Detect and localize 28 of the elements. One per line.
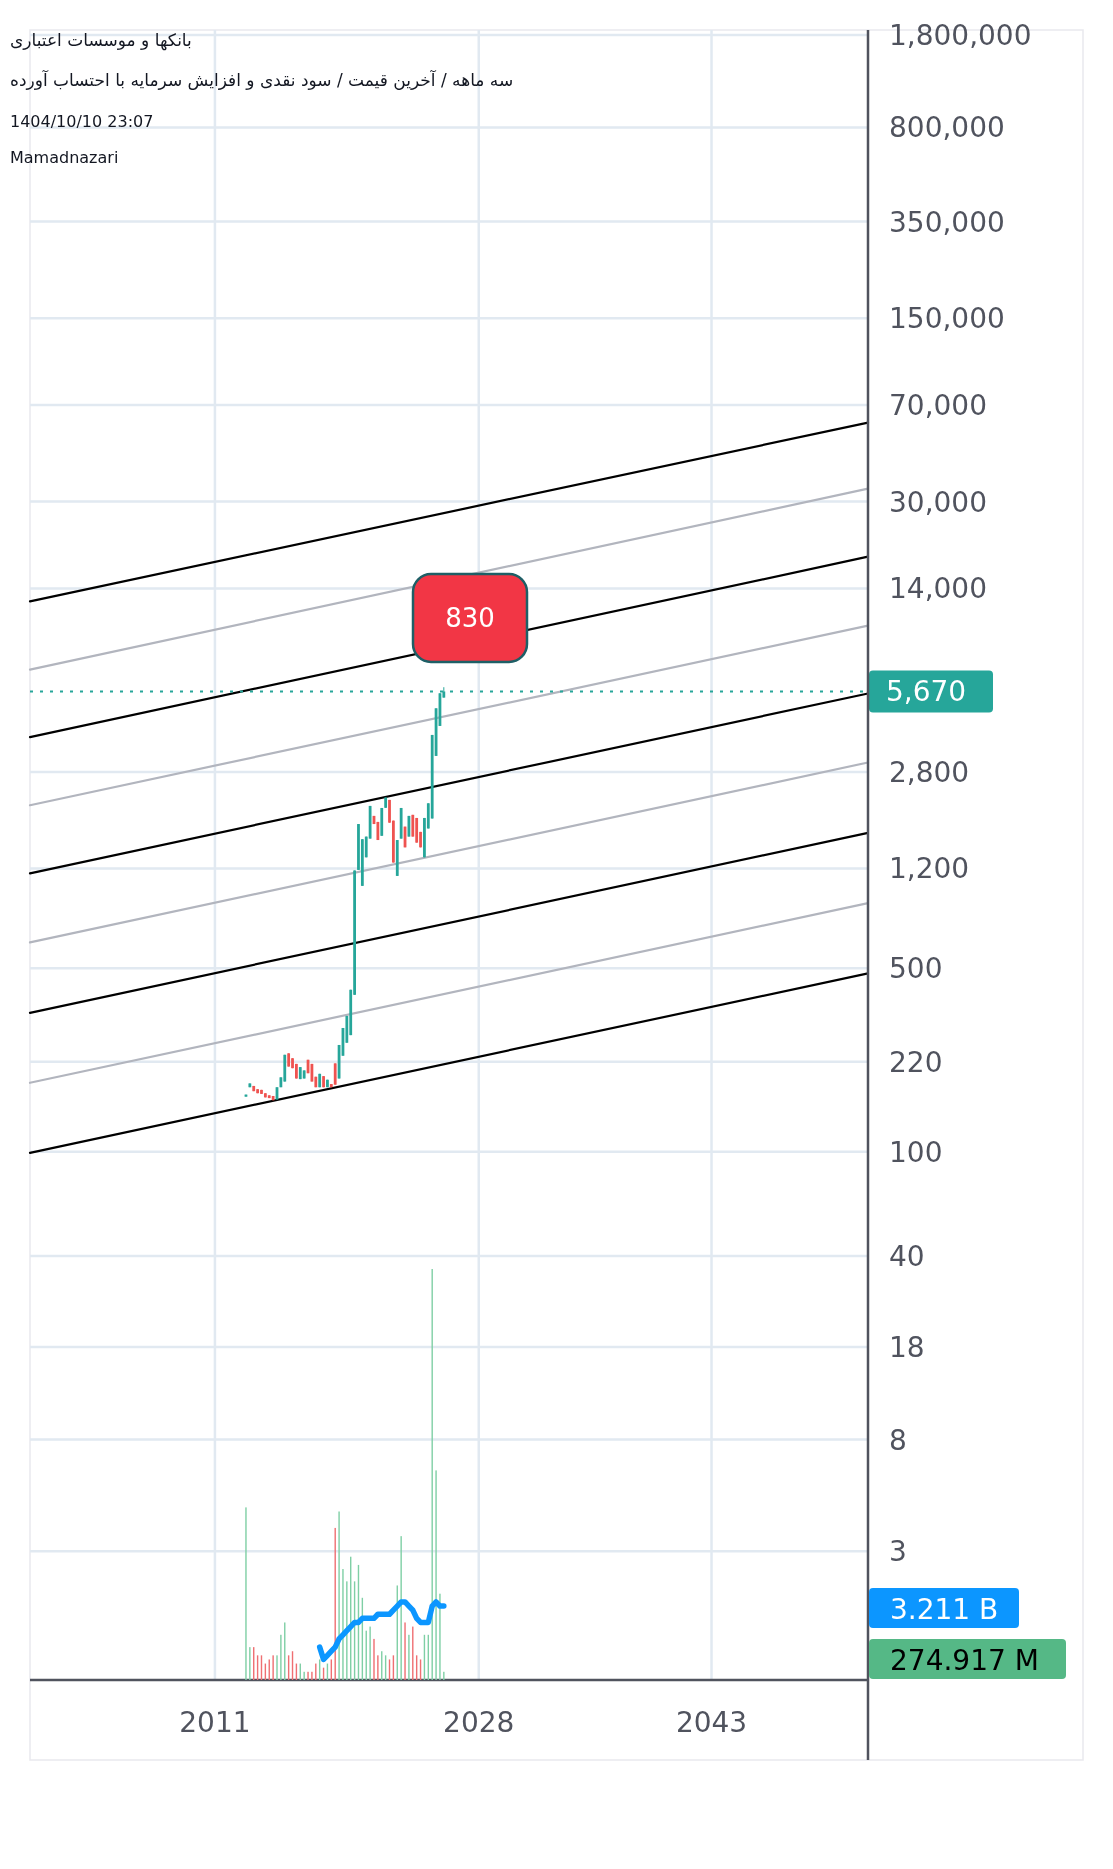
y-tick-label: 100: [889, 1135, 943, 1169]
candlestick: [333, 1062, 337, 1086]
text: 274.917 M: [890, 1644, 1039, 1677]
text: 3.211 B: [890, 1593, 999, 1626]
y-tick-label: 40: [889, 1240, 925, 1274]
y-tick-label: 800,000: [889, 111, 1005, 145]
y-tick-label: 150,000: [889, 302, 1005, 336]
y-tick-label: 1,800,000: [889, 18, 1032, 52]
annotation: 830: [445, 603, 495, 633]
x-tick-label: 2028: [443, 1706, 515, 1739]
y-tick-label: 14,000: [889, 572, 987, 606]
text: سه ماهه / آخرین قیمت / سود نقدی و افزایش سرمایه با احتساب آورده: [10, 69, 514, 90]
y-tick-label: 70,000: [889, 389, 987, 423]
chart-title: بانکها و موسسات اعتباری: [10, 30, 192, 51]
y-tick-label: 220: [889, 1045, 943, 1079]
y-tick-label: 500: [889, 952, 943, 986]
annotation: Mamadnazari: [10, 148, 119, 167]
y-tick-label: 18: [889, 1331, 925, 1365]
y-tick-label: 8: [889, 1423, 907, 1457]
annotation: 1404/10/10 23:07: [10, 112, 154, 131]
x-tick-label: 2043: [675, 1706, 748, 1739]
x-tick-label: 2011: [179, 1706, 251, 1739]
y-tick-label: 350,000: [889, 205, 1005, 239]
y-tick-label: 1,200: [889, 852, 970, 886]
y-tick-label: 3: [889, 1535, 907, 1569]
y-tick-label: 2,800: [889, 755, 970, 789]
ref-line-label: 5,670: [886, 675, 967, 709]
y-tick-label: 30,000: [889, 485, 987, 519]
